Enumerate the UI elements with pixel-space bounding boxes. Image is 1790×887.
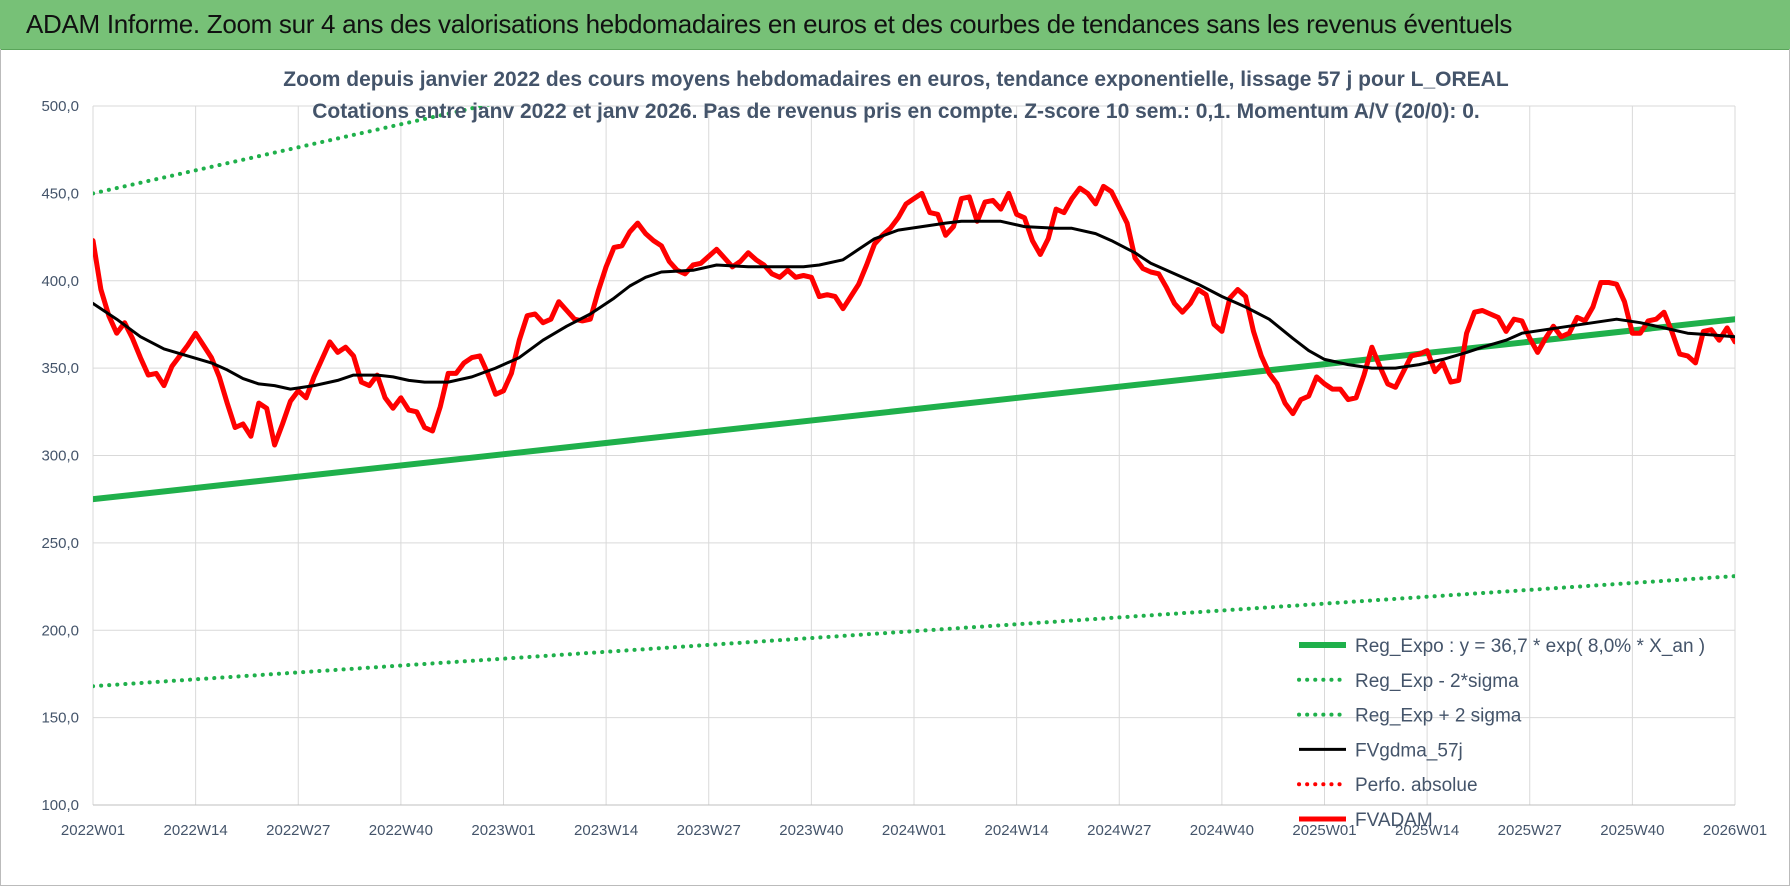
x-tick-label: 2023W40 [779, 822, 843, 839]
x-tick-label: 2025W14 [1395, 822, 1459, 839]
chart-title-line1: Zoom depuis janvier 2022 des cours moyen… [283, 68, 1509, 91]
x-tick-label: 2024W40 [1190, 822, 1254, 839]
banner-title: ADAM Informe. Zoom sur 4 ans des valoris… [26, 9, 1513, 39]
axes: 100,0 150,0 200,0 250,0 300,0 350,0 400,0 450,0… [41, 98, 1767, 839]
chart-frame: 100,0 150,0 200,0 250,0 300,0 350,0 400,0 450,0… [0, 49, 1790, 886]
grid [92, 105, 1736, 806]
chart: 100,0 150,0 200,0 250,0 300,0 350,0 400,0 450,0… [41, 68, 1767, 839]
y-tick-label: 400,0 [41, 273, 79, 290]
legend-label: FVADAM [1355, 810, 1433, 831]
y-tick-label: 250,0 [41, 535, 79, 552]
legend-label: Reg_Exp + 2 sigma [1355, 706, 1522, 727]
legend-label: Perfo. absolue [1355, 775, 1478, 796]
x-tick-label: 2023W27 [677, 822, 741, 839]
x-tick-label: 2023W01 [471, 822, 535, 839]
x-tick-label: 2025W27 [1498, 822, 1562, 839]
x-tick-label: 2022W14 [164, 822, 228, 839]
x-tick-label: 2026W01 [1703, 822, 1767, 839]
y-tick-label: 200,0 [41, 622, 79, 639]
series-line-0 [93, 316, 1735, 503]
legend: Reg_Expo : y = 36,7 * exp( 8,0% * X_an )… [1297, 636, 1705, 831]
series-layer [93, 106, 1735, 689]
x-tick-label: 2022W40 [369, 822, 433, 839]
chart-title-line2: Cotations entre janv 2022 et janv 2026. … [312, 100, 1480, 123]
x-tick-label: 2024W14 [985, 822, 1049, 839]
y-tick-label: 100,0 [41, 797, 79, 814]
y-tick-label: 300,0 [41, 448, 79, 465]
banner: ADAM Informe. Zoom sur 4 ans des valoris… [0, 0, 1790, 50]
x-tick-label: 2022W27 [266, 822, 330, 839]
series-line-1 [93, 574, 1735, 689]
x-tick-label: 2023W14 [574, 822, 638, 839]
x-tick-label: 2024W27 [1087, 822, 1151, 839]
series-line-5 [93, 183, 1735, 448]
series-line-3 [93, 219, 1735, 391]
x-tick-label: 2022W01 [61, 822, 125, 839]
x-tick-label: 2025W40 [1600, 822, 1664, 839]
legend-label: Reg_Expo : y = 36,7 * exp( 8,0% * X_an ) [1355, 636, 1705, 657]
y-tick-label: 150,0 [41, 710, 79, 727]
legend-label: Reg_Exp - 2*sigma [1355, 671, 1519, 692]
y-tick-label: 350,0 [41, 360, 79, 377]
y-tick-label: 450,0 [41, 185, 79, 202]
legend-label: FVgdma_57j [1355, 740, 1463, 761]
x-tick-label: 2024W01 [882, 822, 946, 839]
x-tick-label: 2025W01 [1292, 822, 1356, 839]
y-tick-label: 500,0 [41, 98, 79, 115]
